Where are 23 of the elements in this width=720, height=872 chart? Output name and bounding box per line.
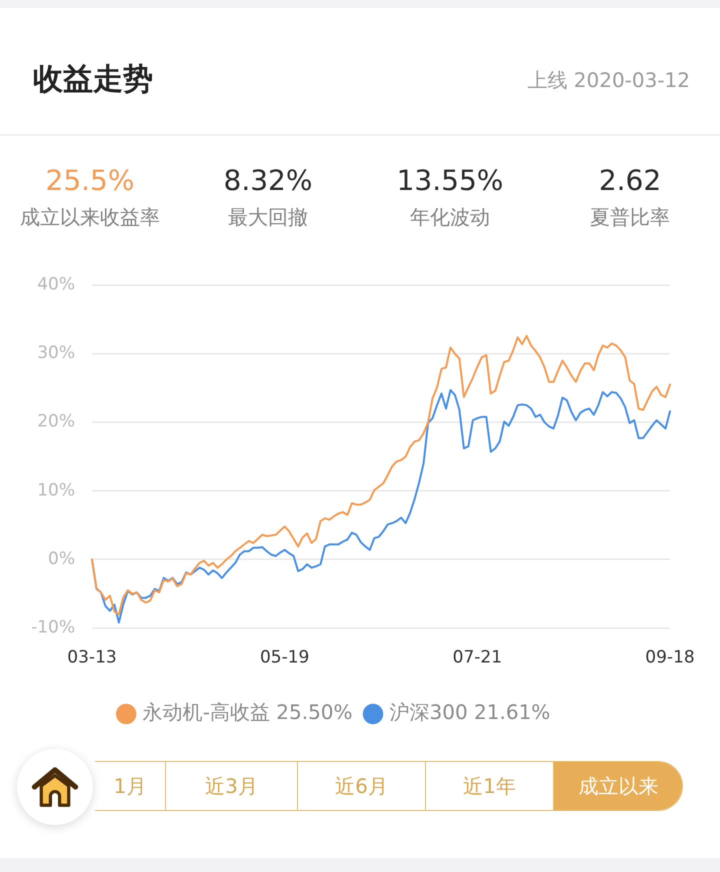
x-tick-label: 05-19 — [260, 648, 310, 668]
period-tab[interactable]: 成立以来 — [553, 762, 682, 810]
text: 成立以来收益率 — [19, 204, 161, 231]
y-tick-label: 30% — [37, 343, 75, 364]
chart-subtitle: 上线 2020-03-12 — [527, 67, 690, 94]
x-tick-label: 03-13 — [67, 648, 117, 668]
y-tick-label: 20% — [37, 412, 75, 432]
text: 最大回撤 — [227, 204, 309, 231]
text: 年化波动 — [409, 204, 491, 231]
text: 2.62 — [598, 163, 662, 199]
y-tick-label: 0% — [48, 548, 75, 569]
y-tick-label: 10% — [37, 480, 75, 500]
x-tick-label: 09-18 — [645, 648, 695, 668]
legend-label: 沪深300 21.61% — [390, 700, 550, 724]
text: 25.5% — [44, 163, 136, 199]
text: 夏普比率 — [589, 204, 671, 231]
text: 13.55% — [396, 163, 504, 199]
x-tick-label: 07-21 — [452, 648, 502, 668]
text: 8.32% — [222, 163, 314, 199]
y-tick-label: 40% — [37, 274, 75, 295]
y-tick-label: -10% — [31, 617, 75, 638]
legend-label: 永动机-高收益 25.50% — [142, 700, 353, 724]
chart-title: 收益走势 — [33, 61, 153, 99]
